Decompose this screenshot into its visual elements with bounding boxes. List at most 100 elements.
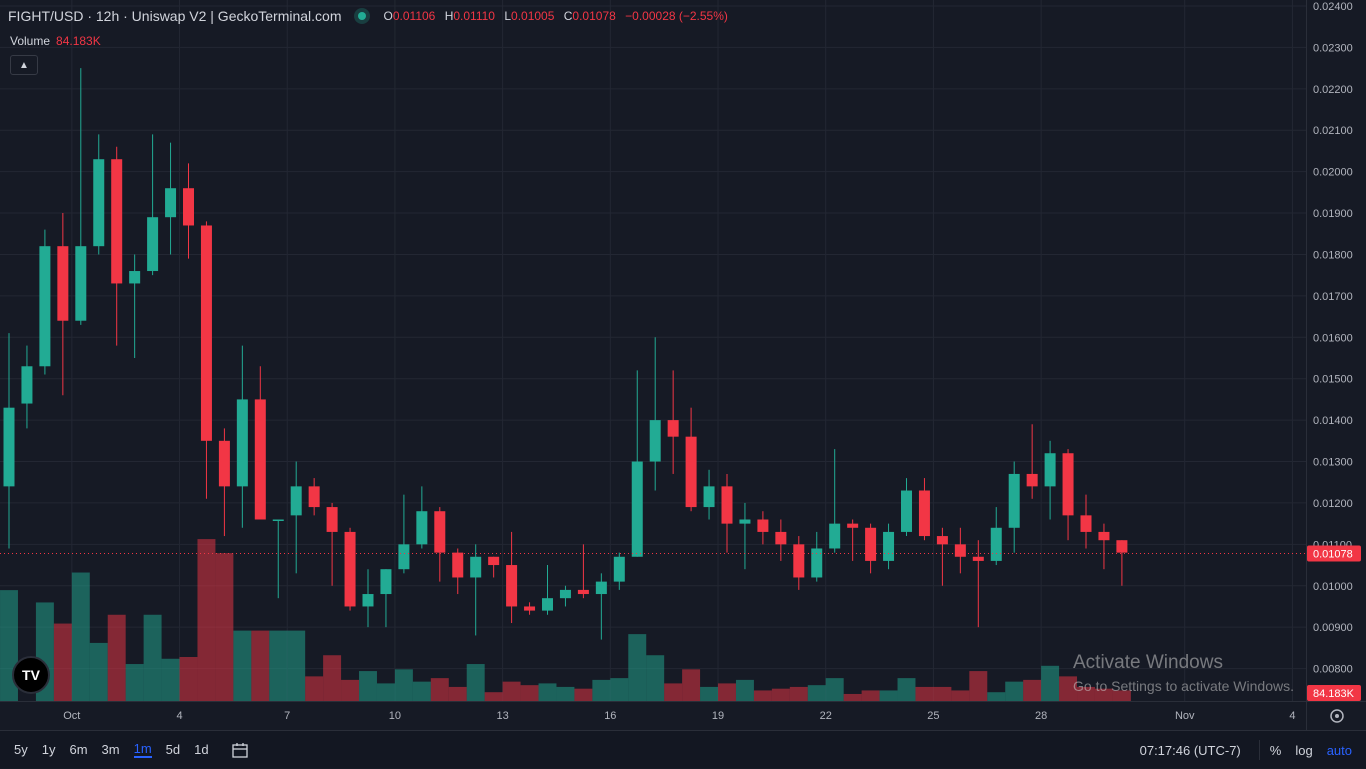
price-tick-label: 0.01800 <box>1313 249 1353 261</box>
price-chart[interactable]: 0.02400 0.02300 0.02200 0.02100 0.02000 0.019… <box>0 0 1366 730</box>
candle-body <box>649 420 661 462</box>
candle[interactable] <box>613 552 625 590</box>
volume-bar <box>466 664 485 701</box>
candle[interactable] <box>918 478 930 541</box>
candle[interactable] <box>1062 449 1074 541</box>
percent-toggle[interactable]: % <box>1269 742 1282 758</box>
candle[interactable] <box>1008 461 1020 553</box>
candle[interactable] <box>380 569 392 628</box>
volume-bar <box>807 685 826 701</box>
candle-body <box>57 246 69 321</box>
collapse-legend-button[interactable]: ▲ <box>10 55 38 75</box>
timeframe-6m[interactable]: 6m <box>69 742 88 757</box>
candle[interactable] <box>721 473 733 553</box>
candle[interactable] <box>75 68 87 325</box>
candle-body <box>667 420 679 437</box>
volume-bar <box>197 539 216 701</box>
volume-bar <box>843 693 862 701</box>
symbol-title[interactable]: FIGHT/USD · 12h · Uniswap V2 | GeckoTerm… <box>8 8 342 24</box>
candle[interactable] <box>559 585 571 607</box>
candle[interactable] <box>506 531 518 624</box>
volume-bar <box>789 686 808 701</box>
candle[interactable] <box>147 134 159 276</box>
candle[interactable] <box>595 573 607 640</box>
candle[interactable] <box>811 531 823 582</box>
time-tick-label: 4 <box>1289 710 1295 722</box>
candle-body <box>936 536 948 545</box>
candle[interactable] <box>667 370 679 474</box>
candle[interactable] <box>254 366 266 520</box>
candle-body <box>470 556 482 578</box>
candle[interactable] <box>200 221 212 499</box>
settings-icon[interactable] <box>1330 709 1344 723</box>
volume-value: 84.183K <box>56 34 101 48</box>
auto-toggle[interactable]: auto <box>1326 742 1352 758</box>
candle[interactable] <box>93 134 105 255</box>
candle[interactable] <box>954 527 966 574</box>
candle[interactable] <box>3 333 15 549</box>
candle-body <box>3 407 15 487</box>
candle[interactable] <box>775 519 787 561</box>
candle[interactable] <box>272 519 284 599</box>
candle[interactable] <box>1044 440 1056 520</box>
candle[interactable] <box>524 602 536 615</box>
candle[interactable] <box>416 486 428 549</box>
candle[interactable] <box>488 556 500 578</box>
low-label: L <box>504 9 512 23</box>
candle-body <box>972 556 984 561</box>
candle[interactable] <box>470 544 482 636</box>
candle[interactable] <box>990 507 1002 566</box>
candle[interactable] <box>685 407 697 512</box>
timeframe-3m[interactable]: 3m <box>101 742 120 757</box>
candle[interactable] <box>847 519 859 561</box>
candle[interactable] <box>757 511 769 545</box>
candle[interactable] <box>39 229 51 375</box>
candle[interactable] <box>793 536 805 590</box>
candle[interactable] <box>183 163 194 259</box>
candle[interactable] <box>308 478 320 516</box>
candle[interactable] <box>218 428 230 537</box>
candle[interactable] <box>577 544 589 599</box>
candle[interactable] <box>434 507 446 582</box>
candle[interactable] <box>1116 540 1128 586</box>
candle[interactable] <box>398 494 410 574</box>
clock[interactable]: 07:17:46 (UTC-7) <box>1139 742 1241 758</box>
candle[interactable] <box>1026 424 1038 499</box>
candle[interactable] <box>936 527 948 586</box>
candle[interactable] <box>865 523 877 574</box>
candle[interactable] <box>129 254 141 358</box>
candle[interactable] <box>21 345 33 429</box>
candle-body <box>218 440 230 487</box>
candle[interactable] <box>452 548 464 595</box>
candle[interactable] <box>326 502 338 586</box>
divider <box>1258 740 1260 760</box>
timeframe-1y[interactable]: 1y <box>41 742 56 757</box>
candle[interactable] <box>290 461 302 574</box>
candle[interactable] <box>901 478 912 537</box>
candle[interactable] <box>1080 494 1092 549</box>
candle[interactable] <box>111 146 123 346</box>
candle[interactable] <box>236 345 248 528</box>
candle[interactable] <box>362 569 374 628</box>
candle[interactable] <box>542 565 553 615</box>
candle[interactable] <box>703 469 715 520</box>
tradingview-logo[interactable]: TV <box>12 656 50 694</box>
candle[interactable] <box>57 213 69 396</box>
timeframe-5d[interactable]: 5d <box>165 742 181 757</box>
timeframe-5y[interactable]: 5y <box>14 742 28 757</box>
candle[interactable] <box>739 502 751 570</box>
timeframe-1m[interactable]: 1m <box>133 741 152 758</box>
log-toggle[interactable]: log <box>1295 742 1313 758</box>
candle[interactable] <box>829 449 841 553</box>
candle[interactable] <box>649 337 661 491</box>
candle[interactable] <box>165 142 177 255</box>
candle[interactable] <box>1098 523 1110 570</box>
candle[interactable] <box>883 523 895 570</box>
candle[interactable] <box>344 527 356 611</box>
candle[interactable] <box>631 370 643 557</box>
candle[interactable] <box>972 540 984 628</box>
timeframe-1d[interactable]: 1d <box>194 742 209 757</box>
volume-bar <box>556 686 575 701</box>
last-volume-tag-bg <box>1307 685 1361 701</box>
date-range-icon[interactable] <box>231 741 249 759</box>
